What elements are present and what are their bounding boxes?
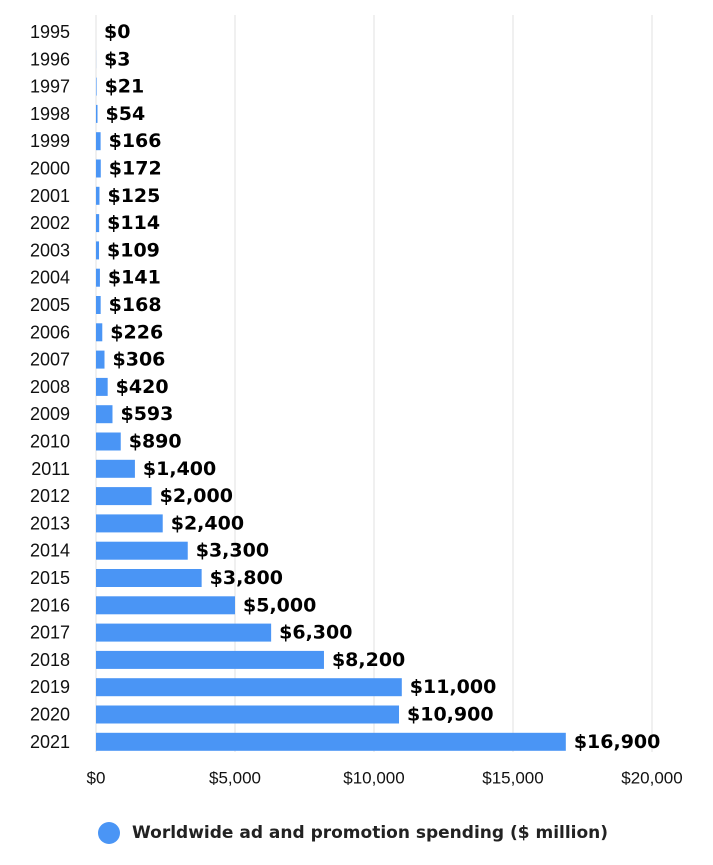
x-tick-label: $20,000 [621, 769, 682, 788]
data-label: $16,900 [574, 731, 661, 753]
bar [96, 650, 324, 669]
bar [96, 541, 188, 560]
bar [96, 405, 113, 424]
category-label: 1996 [30, 49, 70, 69]
data-label: $125 [107, 185, 160, 207]
bar [96, 432, 121, 451]
legend-swatch [98, 822, 120, 844]
data-label: $3,800 [210, 567, 283, 589]
category-label: 2020 [30, 705, 70, 725]
data-label: $54 [106, 103, 146, 125]
category-label: 1999 [30, 131, 70, 151]
category-label: 2006 [30, 322, 70, 342]
data-label: $11,000 [410, 676, 497, 698]
category-label: 2016 [30, 595, 70, 615]
data-label: $1,400 [143, 458, 216, 480]
data-label: $21 [105, 76, 145, 98]
data-label: $168 [109, 294, 162, 316]
bar [96, 77, 97, 96]
category-label: 2014 [30, 541, 70, 561]
category-label: 2002 [30, 213, 70, 233]
data-label: $226 [110, 321, 163, 343]
bar [96, 159, 101, 178]
bar [96, 623, 272, 642]
category-label: 2015 [30, 568, 70, 588]
bar [96, 132, 101, 151]
data-label: $3 [104, 48, 130, 70]
data-label: $166 [109, 130, 162, 152]
bar [96, 241, 100, 260]
category-label: 2003 [30, 240, 70, 260]
category-label: 2018 [30, 650, 70, 670]
category-label: 2001 [30, 186, 70, 206]
data-label: $6,300 [279, 622, 352, 644]
category-label: 2007 [30, 350, 70, 370]
data-label: $2,000 [160, 485, 233, 507]
category-label: 2011 [31, 459, 70, 479]
x-tick-label: $15,000 [482, 769, 543, 788]
bar [96, 377, 108, 396]
data-label: $10,900 [407, 704, 494, 726]
data-label: $3,300 [196, 540, 269, 562]
category-label: 1995 [30, 22, 70, 42]
data-label: $593 [120, 403, 173, 425]
bar [96, 104, 98, 123]
bar [96, 296, 101, 314]
bar [96, 323, 103, 342]
category-label: 1998 [30, 104, 70, 124]
category-label: 2021 [30, 732, 70, 752]
data-label: $890 [129, 431, 182, 453]
bar [96, 732, 566, 751]
bar [96, 514, 163, 533]
data-label: $172 [109, 158, 162, 180]
category-label: 2008 [30, 377, 70, 397]
data-label: $8,200 [332, 649, 405, 671]
category-label: 1997 [30, 77, 70, 97]
data-label: $0 [104, 21, 130, 43]
category-label: 2004 [30, 268, 70, 288]
bar [96, 678, 402, 697]
bar [96, 596, 235, 615]
category-label: 2005 [30, 295, 70, 315]
bar [96, 569, 202, 587]
data-label: $141 [108, 267, 161, 289]
category-label: 2019 [30, 677, 70, 697]
bar [96, 459, 135, 478]
x-tick-label: $0 [87, 769, 106, 788]
bar [96, 705, 400, 724]
category-label: 2000 [30, 159, 70, 179]
category-label: 2013 [30, 513, 70, 533]
bar [96, 268, 100, 287]
x-tick-label: $5,000 [209, 769, 261, 788]
data-label: $109 [107, 239, 160, 261]
bar [96, 487, 152, 506]
data-label: $420 [116, 376, 169, 398]
x-tick-label: $10,000 [343, 769, 404, 788]
data-label: $5,000 [243, 594, 316, 616]
category-label: 2009 [30, 404, 70, 424]
bar [96, 214, 100, 233]
bar [96, 350, 105, 369]
bar [96, 186, 100, 205]
legend: Worldwide ad and promotion spending ($ m… [98, 822, 608, 844]
data-label: $306 [113, 349, 166, 371]
category-label: 2017 [30, 623, 70, 643]
legend-label: Worldwide ad and promotion spending ($ m… [132, 823, 609, 843]
data-label: $114 [107, 212, 160, 234]
category-label: 2012 [30, 486, 70, 506]
category-label: 2010 [30, 432, 70, 452]
data-label: $2,400 [171, 512, 244, 534]
